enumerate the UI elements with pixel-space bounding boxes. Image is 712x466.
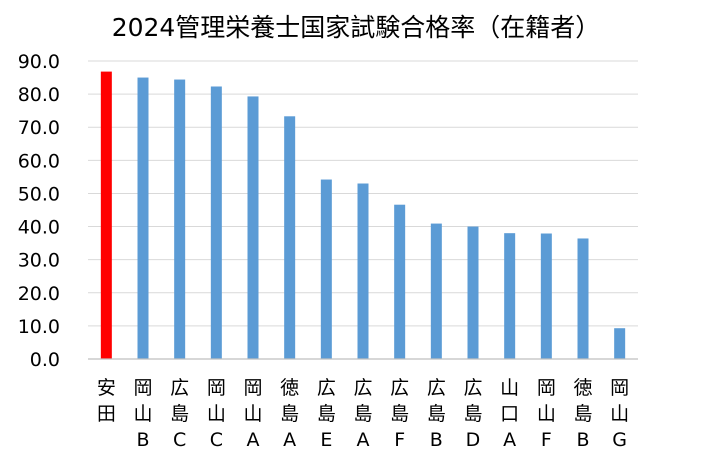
x-category-label: 山口 A bbox=[500, 377, 519, 451]
x-category-label: 広島 B bbox=[427, 377, 446, 451]
x-category-label: 広島 D bbox=[463, 377, 482, 451]
y-tick-label: 50.0 bbox=[18, 183, 60, 205]
x-category-label: 岡山 G bbox=[610, 377, 629, 451]
y-tick-label: 70.0 bbox=[18, 117, 60, 139]
bar bbox=[284, 116, 296, 359]
bars bbox=[100, 71, 626, 360]
bar bbox=[357, 183, 369, 359]
y-tick-label: 90.0 bbox=[18, 51, 60, 73]
chart-title: 2024管理栄養士国家試験合格率（在籍者） bbox=[112, 13, 601, 42]
y-tick-label: 80.0 bbox=[18, 84, 60, 106]
x-category-label: 徳島 A bbox=[280, 377, 299, 451]
bar bbox=[430, 223, 442, 359]
x-category-label: 岡山 C bbox=[207, 377, 226, 451]
y-tick-label: 30.0 bbox=[18, 250, 60, 272]
bar bbox=[137, 77, 149, 360]
x-category-label: 広島 A bbox=[353, 377, 372, 451]
bar bbox=[100, 71, 112, 360]
y-tick-label: 0.0 bbox=[30, 349, 60, 371]
bar bbox=[577, 238, 589, 359]
x-category-label: 岡山 A bbox=[243, 377, 262, 451]
bar bbox=[174, 79, 186, 359]
x-category-label: 広島 C bbox=[170, 377, 189, 451]
bar bbox=[320, 179, 332, 359]
y-tick-label: 40.0 bbox=[18, 217, 60, 239]
bar bbox=[614, 328, 626, 359]
x-category-label: 安田 bbox=[97, 377, 116, 425]
x-category-label: 岡山 B bbox=[133, 377, 152, 451]
bar bbox=[247, 96, 259, 359]
bar bbox=[540, 233, 552, 359]
x-category-label: 広島 F bbox=[390, 377, 409, 451]
y-tick-label: 60.0 bbox=[18, 150, 60, 172]
x-category-label: 徳島 B bbox=[573, 377, 592, 451]
bar bbox=[467, 226, 479, 359]
x-category-label: 岡山 F bbox=[537, 377, 556, 451]
bar bbox=[210, 86, 222, 360]
y-tick-label: 10.0 bbox=[18, 316, 60, 338]
y-tick-label: 20.0 bbox=[18, 283, 60, 305]
bar bbox=[504, 233, 516, 359]
y-axis-tick-labels: 0.0 10.0 20.0 30.0 40.0 50.0 60.0 70.0 80.0 90.0 bbox=[18, 51, 60, 371]
bar bbox=[394, 204, 406, 359]
x-category-label: 広島 E bbox=[317, 377, 336, 451]
